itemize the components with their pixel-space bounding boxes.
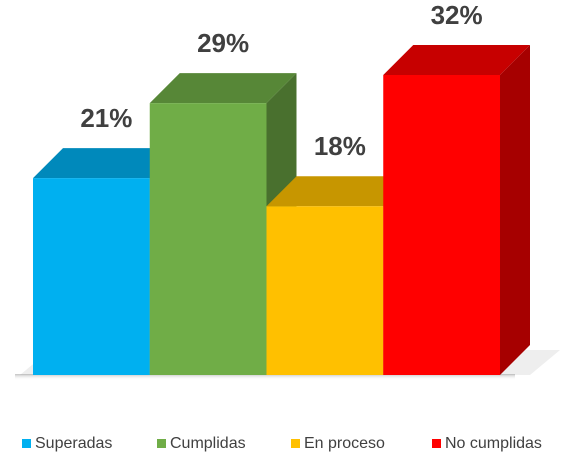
value-label: 32% bbox=[431, 0, 483, 30]
value-label: 29% bbox=[197, 28, 249, 58]
bar-top bbox=[33, 148, 180, 179]
bar bbox=[149, 103, 267, 375]
bar bbox=[383, 75, 500, 375]
legend-label: Superadas bbox=[35, 435, 112, 452]
legend-swatch bbox=[432, 439, 441, 448]
bar bbox=[266, 206, 384, 375]
legend-swatch bbox=[157, 439, 166, 448]
legend-swatch bbox=[291, 439, 300, 448]
value-label: 21% bbox=[80, 103, 132, 133]
bar-top bbox=[266, 176, 414, 207]
bar-top bbox=[383, 45, 530, 75]
legend-swatch bbox=[22, 439, 31, 448]
legend-label: No cumplidas bbox=[445, 435, 542, 452]
legend-label: Cumplidas bbox=[170, 435, 246, 452]
bar-top bbox=[149, 73, 297, 104]
legend-label: En proceso bbox=[304, 435, 385, 452]
bar bbox=[33, 178, 150, 375]
bar-side bbox=[500, 45, 530, 375]
value-label: 18% bbox=[314, 131, 366, 161]
floor-shadow bbox=[15, 374, 515, 380]
